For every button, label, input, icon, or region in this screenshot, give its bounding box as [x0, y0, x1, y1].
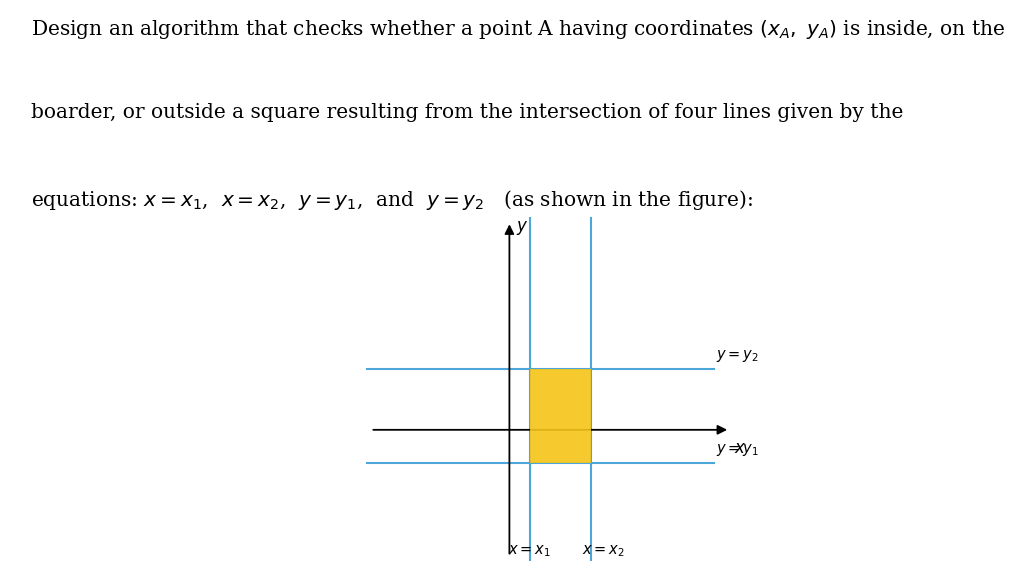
- Text: boarder, or outside a square resulting from the intersection of four lines given: boarder, or outside a square resulting f…: [31, 103, 903, 122]
- Text: $y$: $y$: [516, 220, 528, 237]
- Text: $y = y_1$: $y = y_1$: [715, 442, 759, 458]
- Text: $y = y_2$: $y = y_2$: [715, 348, 759, 364]
- Text: $x$: $x$: [734, 440, 747, 457]
- Bar: [530, 368, 591, 463]
- Text: equations: $x = x_1$,  $x = x_2$,  $y = y_1$,  and  $y = y_2$   (as shown in the: equations: $x = x_1$, $x = x_2$, $y = y_…: [31, 188, 753, 212]
- Text: Design an algorithm that checks whether a point A having coordinates $(x_A,\ y_A: Design an algorithm that checks whether …: [31, 18, 1005, 41]
- Text: $x = x_1$: $x = x_1$: [508, 543, 551, 558]
- Text: $x = x_2$: $x = x_2$: [582, 543, 625, 558]
